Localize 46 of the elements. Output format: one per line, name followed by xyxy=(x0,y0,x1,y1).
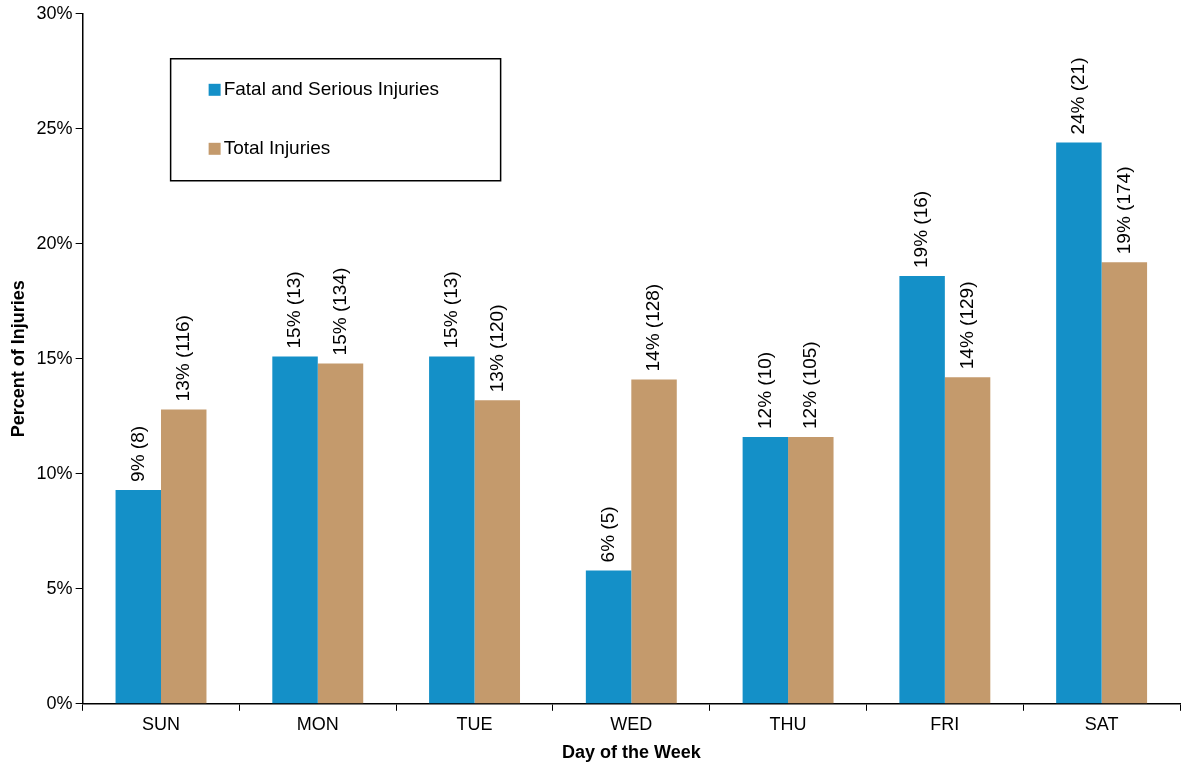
data-label: 14% (128) xyxy=(642,283,664,372)
x-tick-label: SAT xyxy=(1084,713,1119,734)
data-label: 6% (5) xyxy=(596,506,618,563)
data-label: 19% (174) xyxy=(1112,166,1134,255)
y-tick-label: 30% xyxy=(36,2,73,23)
bar xyxy=(161,409,207,704)
data-label: 9% (8) xyxy=(126,425,148,482)
bar xyxy=(115,489,162,704)
bar xyxy=(742,437,789,704)
x-tick-label: TUE xyxy=(456,713,493,734)
y-tick-label: 0% xyxy=(46,692,73,713)
x-axis-title: Day of the Week xyxy=(561,742,702,763)
bar xyxy=(272,356,318,704)
data-label: 12% (105) xyxy=(799,341,821,429)
bar xyxy=(317,363,364,704)
y-axis-title: Percent of Injuries xyxy=(7,280,28,438)
data-label: 15% (13) xyxy=(283,271,305,349)
y-tick-label: 20% xyxy=(36,232,73,253)
x-tick-label: SUN xyxy=(142,713,181,734)
bar xyxy=(1056,142,1102,704)
x-tick-label: MON xyxy=(296,713,339,734)
x-tick-label: WED xyxy=(610,713,653,734)
data-label: 19% (16) xyxy=(910,190,932,268)
bar xyxy=(585,570,632,704)
bar xyxy=(788,437,834,704)
y-tick-label: 25% xyxy=(36,117,73,138)
legend-label: Total Injuries xyxy=(223,137,331,159)
bar xyxy=(631,379,677,704)
data-label: 15% (13) xyxy=(440,271,462,349)
bar xyxy=(474,400,521,704)
legend-label: Fatal and Serious Injuries xyxy=(223,78,440,100)
bar xyxy=(944,377,991,704)
data-label: 24% (21) xyxy=(1067,57,1089,135)
bar xyxy=(899,276,945,704)
y-tick-label: 15% xyxy=(36,347,73,368)
y-tick-label: 5% xyxy=(46,577,73,598)
x-tick-label: FRI xyxy=(930,713,960,734)
data-label: 15% (134) xyxy=(328,267,350,356)
bar xyxy=(1101,262,1148,704)
data-label: 13% (116) xyxy=(171,315,193,402)
data-label: 13% (120) xyxy=(485,304,507,393)
x-tick-label: THU xyxy=(769,713,807,734)
bar xyxy=(429,356,475,704)
y-tick-label: 10% xyxy=(36,462,73,483)
data-label: 12% (10) xyxy=(753,351,775,429)
data-label: 14% (129) xyxy=(955,281,977,370)
